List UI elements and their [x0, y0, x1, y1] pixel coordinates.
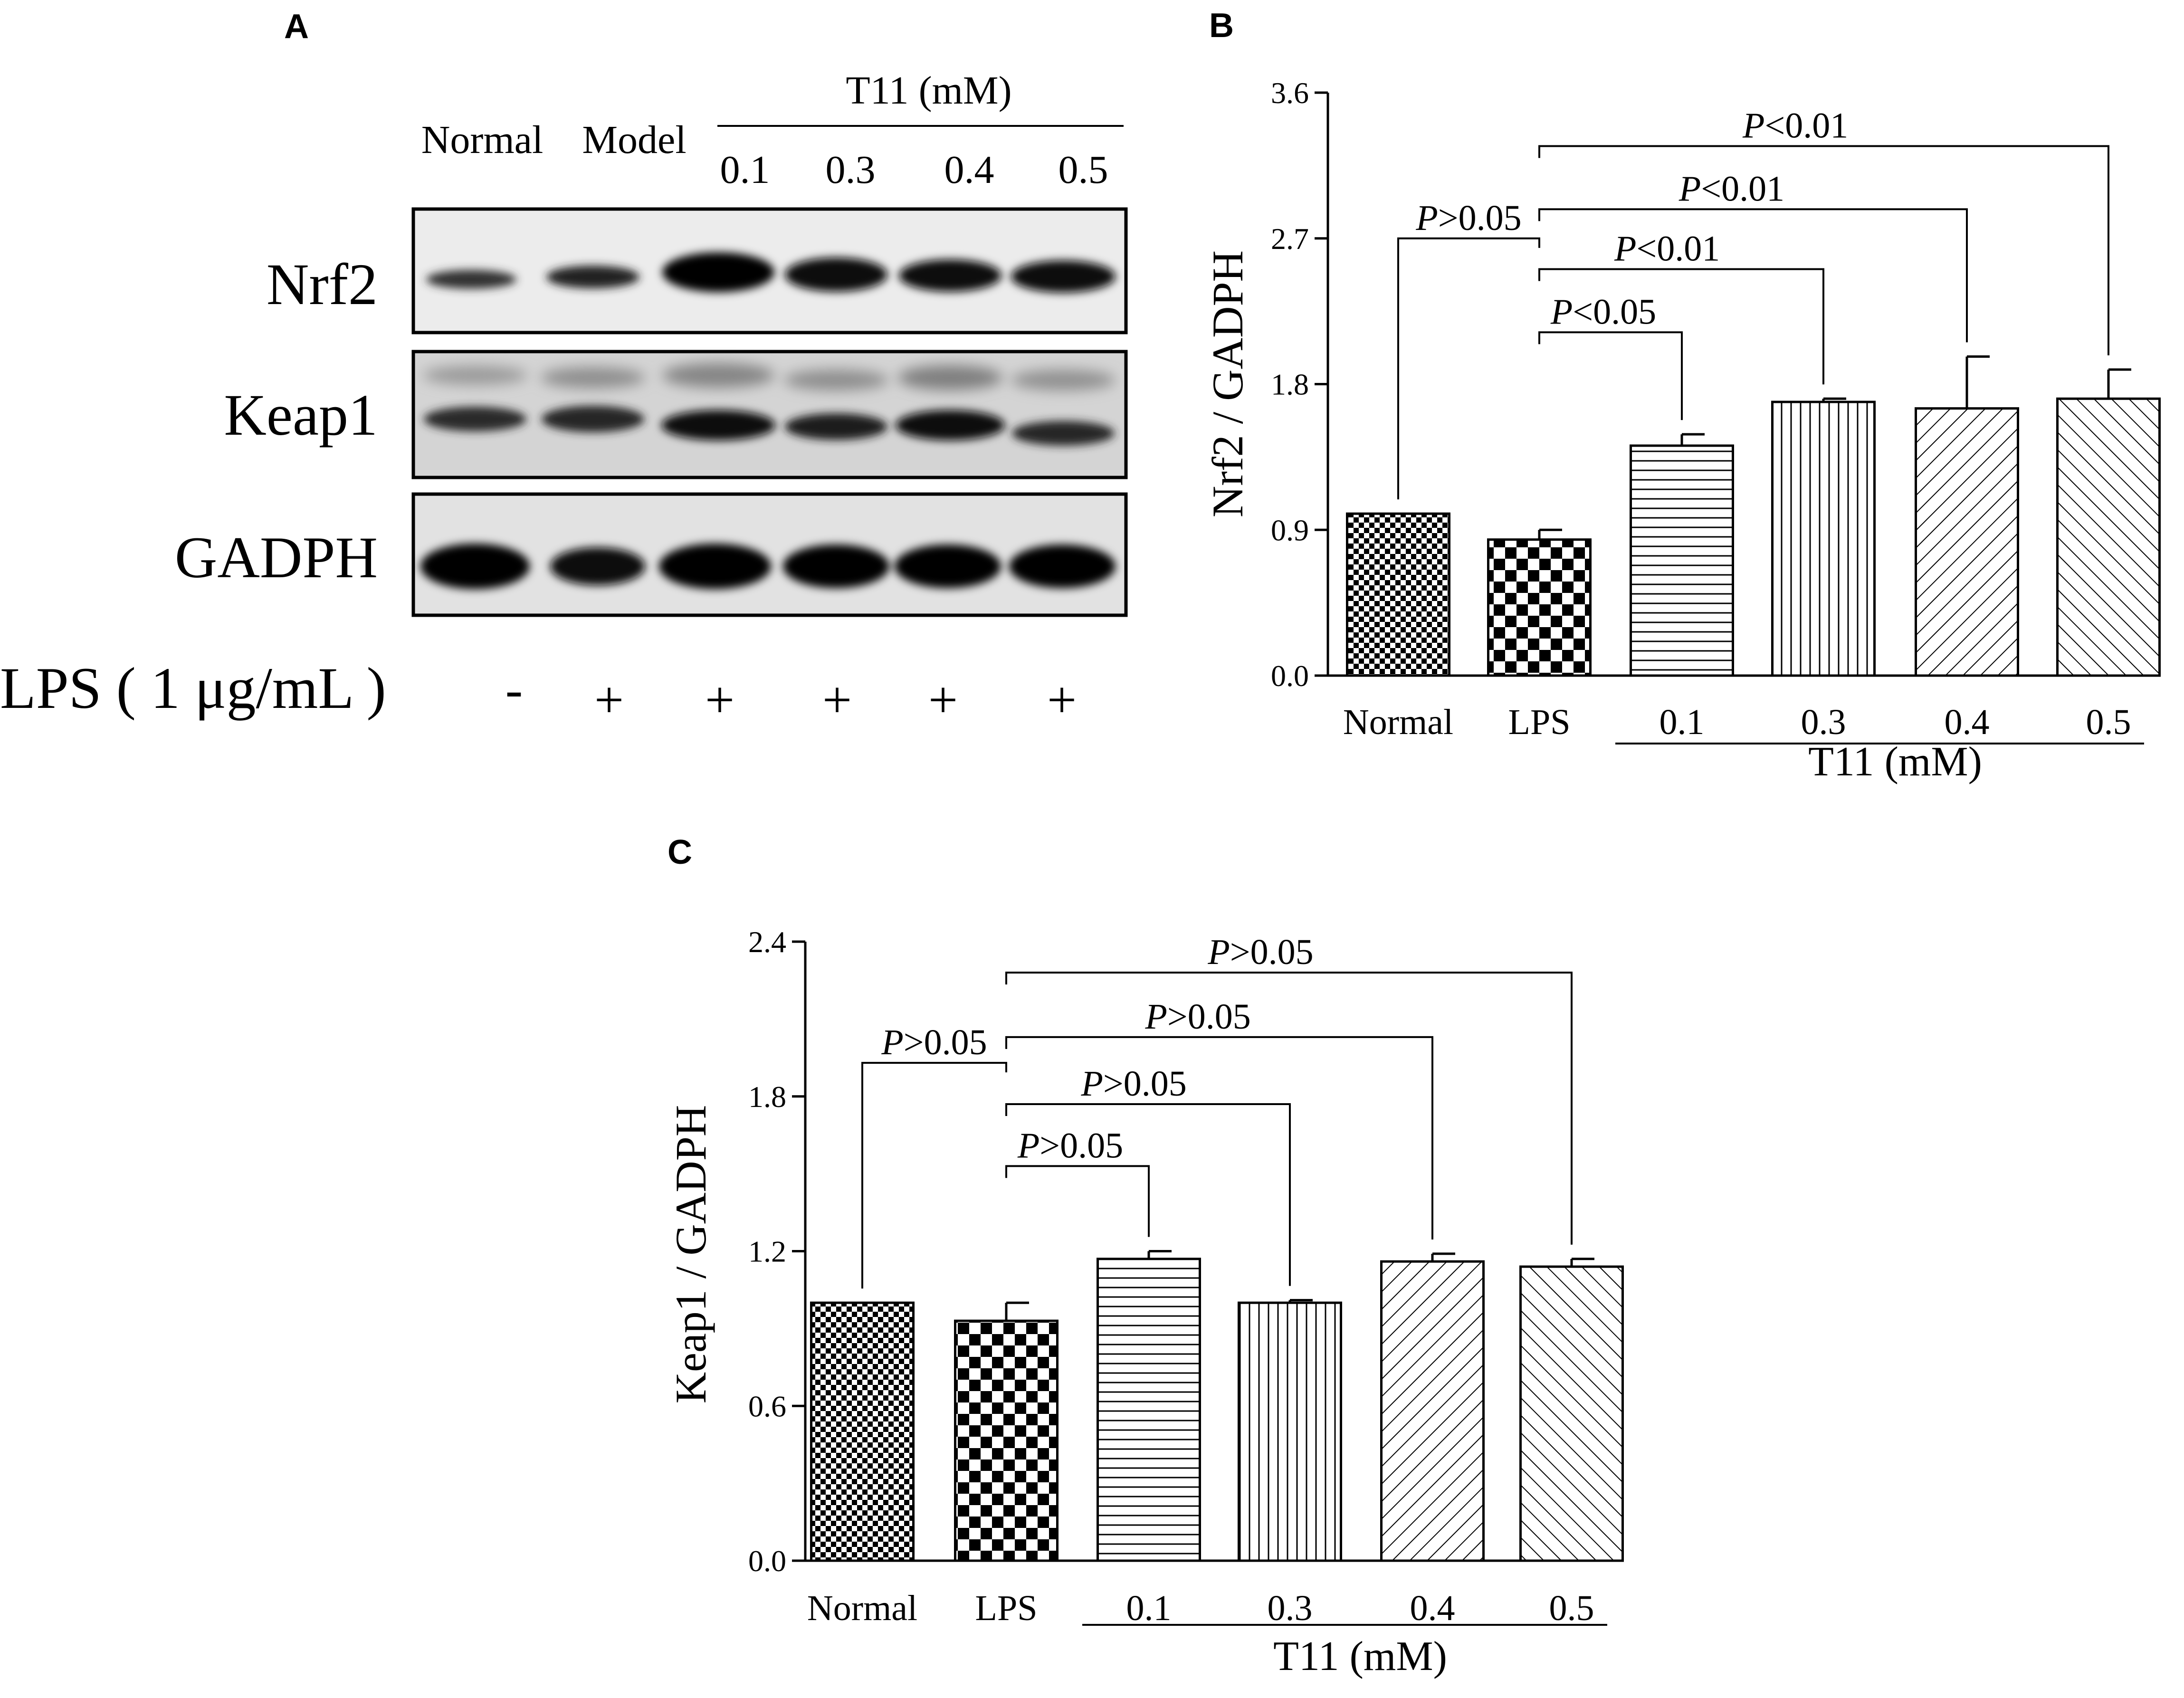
- significance-bracket: [1005, 972, 1573, 1245]
- y-axis-label: Nrf2 / GADPH: [1203, 250, 1252, 517]
- lane-dose-0.3: 0.3: [826, 148, 876, 192]
- x-category-label: 0.1: [1126, 1588, 1172, 1628]
- lane-dose-0.5: 0.5: [1059, 148, 1108, 192]
- significance-label: P>0.05: [881, 1022, 987, 1062]
- x-category-label: 0.4: [1410, 1588, 1455, 1628]
- x-category-label: Normal: [1343, 702, 1453, 742]
- bar: [1346, 512, 1450, 677]
- significance-bracket: [1005, 1103, 1291, 1286]
- y-tick-label: 1.8: [1271, 368, 1309, 401]
- significance-label: P>0.05: [1080, 1064, 1186, 1104]
- protein-label-gadph: GADPH: [175, 525, 378, 590]
- x-category-label: 0.1: [1659, 702, 1705, 742]
- bar: [954, 1319, 1059, 1562]
- lane-dose-0.1: 0.1: [720, 148, 770, 192]
- y-tick-label: 0.6: [748, 1389, 786, 1423]
- lps-sign-model: +: [594, 671, 624, 729]
- significance-label: P>0.05: [1017, 1126, 1123, 1165]
- lps-sign-0.1: +: [705, 671, 734, 729]
- significance-bracket: [1538, 145, 2109, 355]
- significance-bracket: [861, 1062, 1007, 1289]
- y-axis-label: Keap1 / GADPH: [667, 1105, 715, 1404]
- y-tick-label: 0.0: [748, 1544, 786, 1578]
- panel-letter-a: A: [284, 8, 309, 46]
- significance-label: P<0.01: [1614, 229, 1720, 269]
- y-tick-label: 0.0: [1271, 659, 1309, 693]
- panel-a: A Normal Model T11 (mM) 0.1 0.3 0.4 0.5 …: [0, 8, 1128, 729]
- significance-label: P<0.05: [1550, 292, 1656, 332]
- lps-sign-0.4: +: [928, 671, 958, 729]
- lps-sign-0.3: +: [822, 671, 852, 729]
- y-tick-label: 2.4: [748, 925, 786, 959]
- y-tick-label: 3.6: [1271, 76, 1309, 110]
- x-category-label: 0.3: [1268, 1588, 1313, 1628]
- protein-label-keap1: Keap1: [224, 382, 378, 448]
- y-tick-label: 1.2: [748, 1235, 786, 1269]
- panel-c: C 0.0 0.6 1.2 1.8 2.4 Normal LPS 0.1 0.3 0.4 0.5 T1…: [667, 833, 1624, 1679]
- panel-b: B 0.0 0.9 1.8 2.7 3.6 Normal LPS 0.1 0.3 0.4 0.5 T1…: [1203, 7, 2161, 785]
- x-category-label: 0.5: [1549, 1588, 1594, 1628]
- y-tick-label: 0.9: [1271, 513, 1309, 547]
- significance-bracket: [1397, 237, 1540, 500]
- blot-gadph: [411, 492, 1128, 617]
- y-tick-label: 2.7: [1271, 222, 1309, 256]
- bar: [1630, 444, 1734, 677]
- t11-dose-header: T11 (mM): [846, 68, 1011, 113]
- significance-bracket: [1005, 1036, 1433, 1240]
- x-category-label: 0.5: [2086, 702, 2131, 742]
- chart-c-keap1: 0.0 0.6 1.2 1.8 2.4 Normal LPS 0.1 0.3 0.4 0.5 T11 …: [667, 925, 1624, 1679]
- blot-keap1: [411, 350, 1128, 479]
- x-axis-label: T11 (mM): [1273, 1633, 1447, 1679]
- bar: [1519, 1265, 1624, 1562]
- x-category-label: LPS: [975, 1588, 1038, 1628]
- lps-treatment-label: LPS ( 1 μg/mL ): [0, 656, 386, 721]
- lane-dose-0.4: 0.4: [944, 148, 994, 192]
- lps-sign-0.5: +: [1047, 671, 1077, 729]
- significance-bracket: [1538, 331, 1683, 420]
- significance-label: P>0.05: [1207, 932, 1313, 972]
- bar: [2056, 397, 2161, 677]
- bar: [1487, 538, 1592, 677]
- bar: [1097, 1258, 1201, 1562]
- bar: [810, 1301, 915, 1562]
- x-category-label: 0.4: [1945, 702, 1990, 742]
- lane-label-normal: Normal: [421, 118, 544, 162]
- significance-bracket: [1538, 268, 1824, 385]
- bar: [1380, 1260, 1485, 1562]
- bar: [1915, 407, 2019, 677]
- bar: [1238, 1301, 1342, 1562]
- significance-bracket: [1005, 1165, 1150, 1237]
- x-category-label: 0.3: [1801, 702, 1846, 742]
- blot-nrf2: [411, 207, 1128, 334]
- significance-label: P<0.01: [1742, 105, 1848, 145]
- lane-label-model: Model: [582, 118, 686, 162]
- x-axis-label: T11 (mM): [1808, 739, 1982, 785]
- panel-letter-c: C: [668, 833, 692, 871]
- panel-letter-b: B: [1209, 7, 1234, 45]
- protein-label-nrf2: Nrf2: [267, 252, 378, 317]
- significance-bracket: [1538, 208, 1968, 343]
- bar: [1771, 401, 1876, 677]
- x-category-label: LPS: [1508, 702, 1571, 742]
- significance-label: P<0.01: [1679, 169, 1784, 209]
- y-tick-label: 1.8: [748, 1080, 786, 1114]
- significance-label: P>0.05: [1144, 997, 1250, 1037]
- chart-b-nrf2: 0.0 0.9 1.8 2.7 3.6 Normal LPS 0.1 0.3 0.4 0.5 T11 …: [1203, 76, 2161, 785]
- lps-sign-normal: -: [505, 660, 523, 718]
- x-category-label: Normal: [807, 1588, 917, 1628]
- significance-label: P>0.05: [1415, 198, 1521, 238]
